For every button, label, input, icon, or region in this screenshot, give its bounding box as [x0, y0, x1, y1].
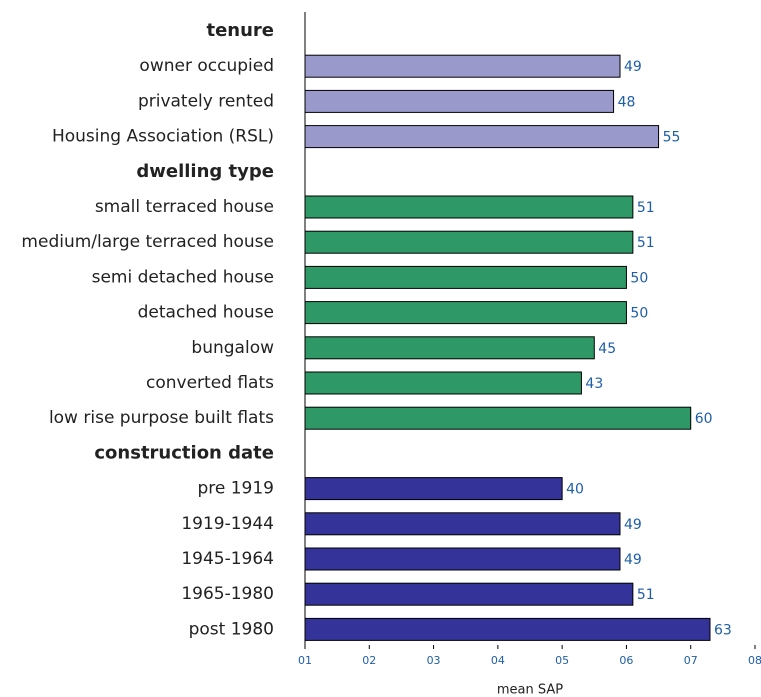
- bar: [304, 230, 634, 254]
- category-label: Housing Association (RSL): [52, 127, 274, 147]
- bar: [304, 89, 615, 113]
- category-label: 1965-1980: [181, 584, 274, 604]
- value-label: 55: [663, 130, 681, 146]
- value-label: 43: [585, 376, 603, 392]
- bar: [304, 54, 621, 78]
- category-label: detached house: [138, 303, 274, 323]
- bar: [304, 336, 595, 360]
- bar: [304, 265, 627, 289]
- bar: [304, 125, 660, 149]
- x-tick-label: 07: [684, 654, 698, 667]
- value-label: 50: [630, 306, 648, 322]
- category-label: bungalow: [191, 338, 274, 358]
- value-label: 50: [630, 270, 648, 286]
- value-label: 49: [624, 552, 642, 568]
- x-tick-label: 04: [491, 654, 505, 667]
- group-label: tenure: [206, 20, 274, 41]
- value-label: 49: [624, 59, 642, 75]
- bar: [304, 195, 634, 219]
- category-label: semi detached house: [92, 267, 274, 287]
- category-label: 1945-1964: [181, 549, 274, 569]
- x-tick-label: 05: [555, 654, 569, 667]
- category-label: owner occupied: [139, 56, 274, 76]
- category-label: small terraced house: [95, 197, 274, 217]
- value-label: 60: [695, 411, 713, 427]
- value-label: 49: [624, 517, 642, 533]
- value-label: 51: [637, 235, 655, 251]
- category-label: low rise purpose built flats: [49, 408, 274, 428]
- bar: [304, 301, 627, 325]
- bar: [304, 477, 563, 501]
- value-label: 51: [637, 200, 655, 216]
- bar: [304, 547, 621, 571]
- value-label: 63: [714, 622, 732, 638]
- x-tick-label: 01: [298, 654, 312, 667]
- category-label: converted flats: [146, 373, 274, 393]
- value-label: 48: [618, 94, 636, 110]
- x-axis-label: mean SAP: [497, 683, 563, 697]
- bar: [304, 617, 711, 641]
- x-tick-label: 08: [748, 654, 761, 667]
- bar: [304, 406, 692, 430]
- category-label: privately rented: [138, 91, 274, 111]
- category-label: 1919-1944: [181, 514, 274, 534]
- x-tick-label: 03: [427, 654, 441, 667]
- category-label: post 1980: [189, 619, 274, 639]
- value-label: 45: [598, 341, 616, 357]
- value-label: 40: [566, 482, 584, 498]
- bar: [304, 582, 634, 606]
- group-label: dwelling type: [136, 161, 274, 182]
- value-label: 51: [637, 587, 655, 603]
- category-label: medium/large terraced house: [21, 232, 274, 252]
- bar: [304, 512, 621, 536]
- x-tick-label: 02: [362, 654, 376, 667]
- group-label: construction date: [94, 442, 274, 463]
- category-label: pre 1919: [197, 479, 274, 499]
- x-tick-label: 06: [619, 654, 633, 667]
- bar: [304, 371, 582, 395]
